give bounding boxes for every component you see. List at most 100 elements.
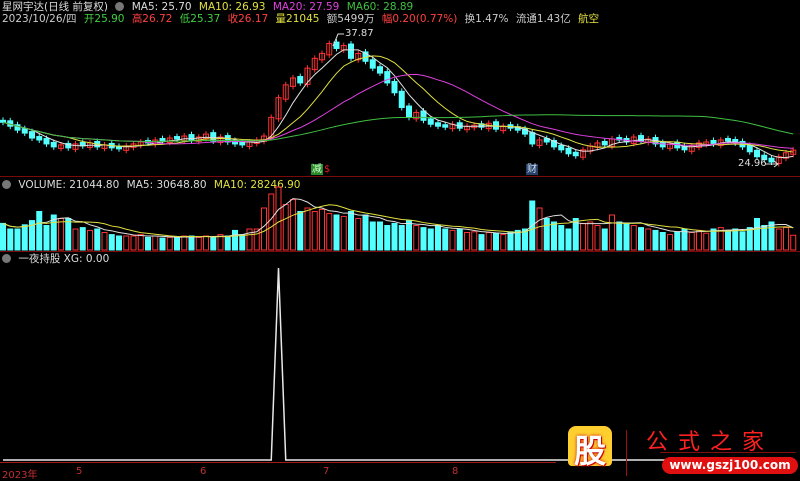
settings-toggle-icon[interactable] — [2, 254, 11, 263]
volume-bar — [456, 228, 463, 251]
volume-bar — [7, 228, 14, 251]
candle-body — [572, 151, 579, 157]
candle-body — [290, 77, 296, 87]
change: 幅0.20(0.77%) — [381, 13, 458, 25]
volume-bar — [377, 221, 383, 251]
candle-body — [50, 141, 57, 148]
volume-bar — [435, 225, 441, 251]
high: 高26.72 — [131, 13, 173, 25]
candle-body — [21, 128, 28, 134]
volume-bar — [783, 227, 789, 251]
candle-body — [659, 141, 666, 148]
volume-bar — [369, 221, 376, 251]
candle-body — [29, 131, 35, 139]
volume-bar — [638, 227, 644, 251]
volume-bar — [739, 231, 746, 251]
volume-bar — [688, 232, 695, 251]
volume-bar — [500, 234, 507, 251]
marker-reduce[interactable]: 减 — [311, 164, 323, 175]
volume-bar — [36, 211, 43, 251]
candle-body — [348, 43, 354, 59]
panel-divider[interactable] — [0, 251, 800, 252]
candle-body — [311, 57, 318, 71]
candle-body — [355, 52, 362, 61]
volume-bar — [174, 236, 180, 251]
volume-bar — [0, 222, 6, 251]
date: 2023/10/26/四 — [2, 13, 77, 25]
volume-bar — [413, 225, 420, 251]
candlestick-chart[interactable] — [0, 0, 800, 176]
volume-bar — [181, 235, 188, 251]
candle-body — [36, 136, 43, 141]
volume-bar — [319, 208, 325, 251]
low: 低25.37 — [179, 13, 221, 25]
volume-bar — [14, 228, 21, 251]
sector[interactable]: 航空 — [578, 13, 600, 25]
candle-body — [377, 66, 383, 74]
ma10-line — [2, 55, 794, 153]
candle-body — [319, 52, 325, 61]
indicator-chart[interactable] — [0, 252, 800, 462]
volume-bar — [29, 220, 35, 251]
volume-bar — [427, 228, 434, 251]
volume-bar — [732, 228, 739, 251]
volume-bar — [290, 199, 296, 251]
marker-dollar[interactable]: $ — [324, 164, 331, 175]
stock-title: 星网宇达(日线 前复权) — [2, 1, 109, 13]
volume-bar — [268, 193, 275, 251]
volume-bar — [485, 232, 492, 251]
x-axis-label: 2023年 — [2, 470, 38, 481]
volume-bar — [623, 222, 630, 251]
volume-bar — [543, 218, 550, 251]
volume-bar — [775, 228, 782, 251]
volume-bar — [333, 214, 340, 251]
settings-toggle-icon[interactable] — [2, 180, 11, 189]
volume-chart[interactable] — [0, 176, 800, 251]
volume-bar — [587, 221, 594, 251]
volume-bar — [703, 232, 710, 251]
watermark-logo — [568, 426, 612, 466]
candle-body — [159, 138, 166, 142]
volume-bar — [152, 235, 159, 251]
volume-bar — [507, 231, 514, 251]
volume-bar — [79, 227, 86, 251]
settings-toggle-icon[interactable] — [115, 2, 125, 11]
volume-bar — [217, 234, 224, 251]
candle-body — [275, 97, 282, 120]
high-price-label: 37.87 — [345, 28, 374, 39]
high-pointer — [332, 33, 344, 47]
volume-bar — [362, 214, 369, 251]
x-axis-label: 8 — [452, 466, 459, 477]
volume-bar — [442, 228, 449, 251]
watermark-url: www.gszj100.com — [662, 457, 798, 474]
indicator-label: 一夜持股 XG: 0.00 — [18, 253, 110, 265]
volume-bar — [406, 220, 412, 251]
candle-body — [0, 119, 6, 123]
volume-header: VOLUME: 21044.80 MA5: 30648.80 MA10: 282… — [2, 179, 304, 191]
ma60-value: MA60: 28.89 — [346, 1, 414, 13]
candle-body — [420, 110, 427, 121]
volume-bar — [616, 221, 623, 251]
volume-bar — [145, 236, 151, 251]
volume-bar — [601, 228, 608, 251]
volume-ma10: MA10: 28246.90 — [213, 179, 301, 191]
open: 开25.90 — [83, 13, 125, 25]
candle-body — [601, 140, 608, 146]
volume-bar — [471, 231, 478, 251]
candle-body — [304, 67, 311, 85]
x-axis-label: 6 — [200, 466, 207, 477]
volume-bar — [101, 232, 108, 251]
turnover: 换1.47% — [464, 13, 509, 25]
candle-body — [565, 147, 572, 155]
marker-finance[interactable]: 财 — [526, 164, 538, 175]
volume-bar — [391, 222, 398, 251]
candle-body — [536, 139, 543, 146]
volume-bar — [261, 207, 267, 251]
ma20-value: MA20: 27.59 — [272, 1, 340, 13]
volume-ma10-line — [2, 204, 794, 238]
float-shares: 流通1.43亿 — [515, 13, 571, 25]
volume-bar — [348, 211, 354, 251]
panel-divider[interactable] — [0, 176, 800, 177]
volume-bar — [398, 225, 405, 251]
volume-bar — [717, 227, 724, 251]
